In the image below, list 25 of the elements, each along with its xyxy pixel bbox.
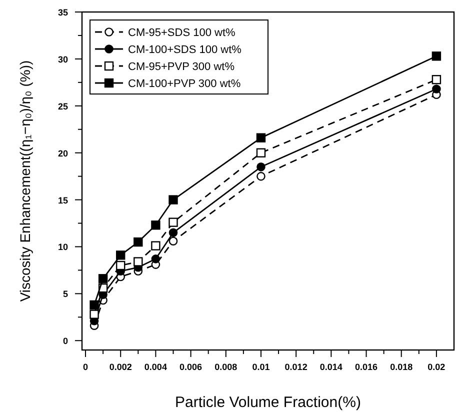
x-tick-label: 0.02 [428,362,446,372]
legend-label: CM-95+SDS 100 wt% [128,27,236,39]
y-tick-label: 15 [58,195,68,206]
y-tick-label: 5 [62,289,68,300]
x-axis-title: Particle Volume Fraction(%) [175,394,361,411]
legend-label: CM-95+PVP 300 wt% [128,61,235,73]
y-tick-label: 30 [58,54,68,64]
y-tick-label: 20 [58,148,68,158]
x-tick-label: 0.01 [252,362,270,372]
y-tick-label: 35 [58,8,68,18]
x-tick-label: 0.002 [109,362,132,372]
x-tick-label: 0.018 [390,362,413,372]
x-tick-label: 0.004 [144,362,167,372]
y-tick-label: 10 [58,242,68,252]
x-tick-label: 0.006 [180,362,202,372]
x-tick-label: 0 [83,362,88,372]
y-tick-label: 25 [58,101,68,112]
legend-label: CM-100+SDS 100 wt% [128,44,242,56]
y-tick-label: 0 [62,336,68,346]
x-tick-label: 0.008 [214,362,238,372]
y-axis-title: Viscosity Enhancement((η₁−η₀)/η₀ (%)) [17,60,33,302]
x-tick-label: 0.014 [320,362,342,372]
x-tick-label: 0.016 [355,362,378,372]
x-tick-label: 0.012 [284,362,308,372]
legend-label: CM-100+PVP 300 wt% [128,78,241,90]
